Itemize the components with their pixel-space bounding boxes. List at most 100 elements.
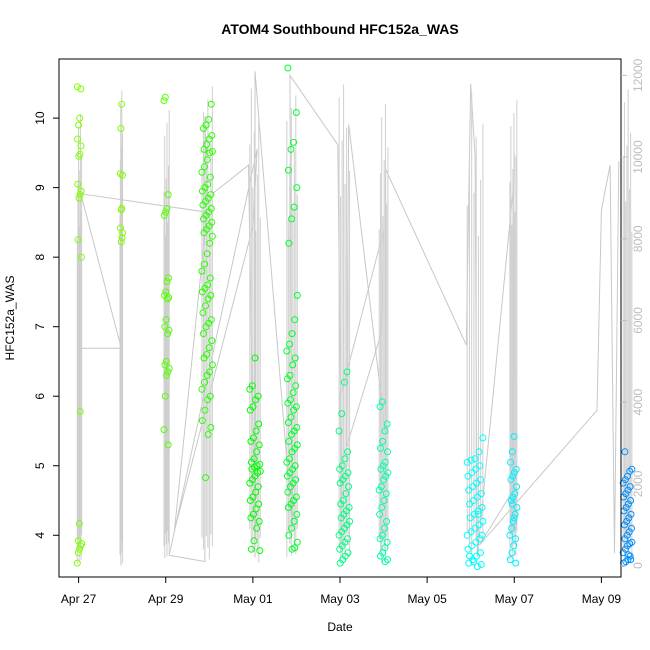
data-point [77,142,85,150]
data-point [380,497,388,504]
data-point [336,545,344,553]
data-point [384,556,391,564]
data-point [292,382,300,390]
data-point [466,552,474,560]
data-point [338,410,346,418]
data-point [384,469,392,477]
data-point [118,100,126,108]
data-point [164,274,172,282]
data-point [469,483,477,491]
data-point [284,419,292,427]
data-point [625,514,633,522]
data-point [471,524,479,532]
data-point [626,540,634,548]
data-point [161,93,169,101]
data-point [290,138,298,146]
data-point [250,537,258,545]
data-point [117,125,125,132]
data-point [508,448,516,456]
data-point [165,364,173,372]
data-point [470,497,477,504]
y2-tick-label: 2000 [631,470,645,497]
data-point [470,510,478,518]
data-point [625,528,633,536]
data-point [198,187,206,195]
data-point [201,406,209,414]
y2-tick-label: 0 [631,562,645,569]
data-point [473,479,481,487]
data-point [117,206,125,214]
data-point [201,260,208,268]
data-point [508,500,516,508]
data-point [165,326,173,334]
data-point [475,448,483,456]
data-point [290,517,298,525]
data-point [621,545,629,553]
data-point [200,215,207,223]
data-point [506,531,514,539]
data-point [464,545,472,553]
data-point [468,469,476,477]
data-point [246,406,254,414]
x-axis-label: Date [327,620,353,634]
data-point [289,361,297,369]
data-point [202,474,210,482]
data-point [255,441,263,449]
data-point [203,371,211,379]
data-point [380,524,388,532]
data-point [621,535,629,543]
data-point [382,472,390,480]
data-point [163,205,171,212]
x-tick-label: May 07 [495,592,535,606]
y2-tick-label: 4000 [631,388,645,415]
data-point [198,417,206,425]
data-point [626,552,634,560]
data-point [479,517,487,525]
data-point [252,427,260,435]
data-point [284,64,292,72]
data-point [160,97,168,105]
data-point [476,462,484,470]
data-point [207,100,215,108]
data-point [77,542,85,550]
data-point [467,456,475,464]
y-tick-label: 4 [33,532,47,539]
data-point [208,232,216,240]
data-point [76,114,84,122]
data-point [509,472,517,480]
data-point [284,399,292,407]
data-point [336,479,344,487]
data-point [256,547,264,555]
data-point [200,229,208,237]
data-point [255,517,263,525]
data-point [74,549,82,557]
y-tick-label: 7 [33,323,47,330]
data-point [510,433,518,440]
data-point [163,295,171,303]
data-point [473,552,481,560]
data-point [335,531,343,539]
data-point [477,549,484,557]
data-point [508,549,516,557]
data-point [293,184,301,192]
data-point [340,378,348,386]
data-point [246,479,254,487]
data-point [376,403,384,411]
data-point [247,458,255,466]
data-point [200,125,207,132]
data-point [162,316,170,324]
data-point [466,514,474,522]
data-point [477,490,485,498]
data-point [118,234,126,242]
data-point [477,476,484,484]
data-point [627,497,635,504]
data-point [621,448,629,456]
data-point [203,156,211,164]
data-point [203,250,211,258]
data-point [288,524,296,532]
y-tick-label: 8 [33,254,47,261]
data-point [510,542,518,550]
data-point [164,191,172,199]
